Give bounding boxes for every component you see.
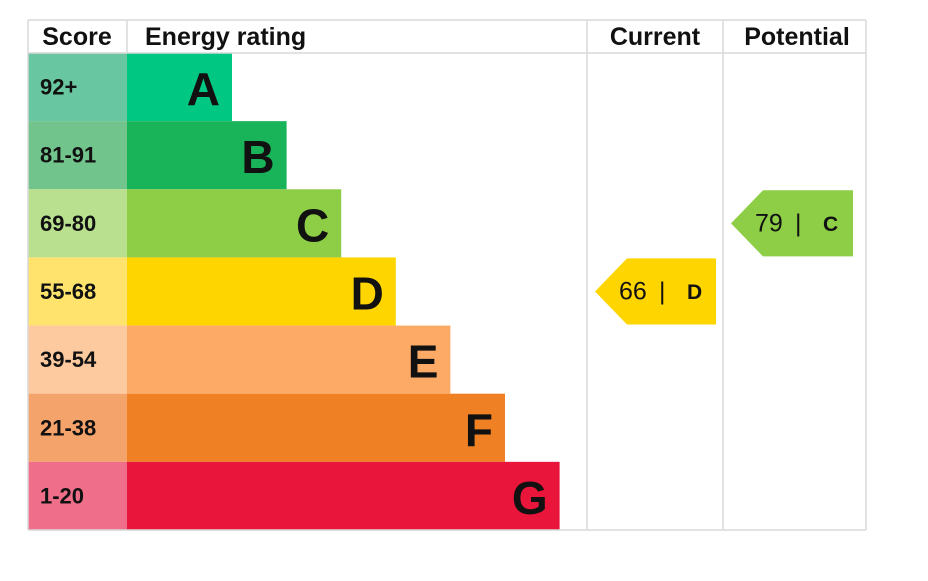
score-label: 21-38: [40, 415, 96, 440]
rating-bar: [127, 325, 451, 394]
current-band: D: [687, 281, 702, 304]
current-separator: |: [659, 277, 666, 305]
score-label: 39-54: [40, 347, 97, 372]
current-arrow: [595, 258, 716, 325]
potential-band: C: [823, 213, 838, 236]
rating-bar: [127, 393, 505, 462]
score-cell: [28, 189, 127, 258]
score-cell: [28, 393, 127, 462]
header-potential: Potential: [744, 23, 850, 51]
score-label: 69-80: [40, 211, 96, 236]
score-cell: [28, 257, 127, 326]
score-label: 55-68: [40, 279, 96, 304]
rating-bar: [127, 461, 560, 530]
potential-value: 79: [755, 209, 783, 237]
rating-bar: [127, 121, 287, 190]
band-letter: F: [465, 404, 493, 456]
band-letter: C: [296, 199, 329, 251]
header-current: Current: [610, 23, 701, 51]
header-score: Score: [42, 23, 112, 51]
potential-arrow: [731, 190, 853, 257]
rating-bar: [127, 257, 396, 326]
score-label: 1-20: [40, 483, 84, 508]
score-label: 81-91: [40, 143, 96, 168]
score-cell: [28, 121, 127, 190]
band-letter: E: [408, 336, 439, 388]
potential-separator: |: [795, 209, 802, 237]
header-rating: Energy rating: [145, 23, 306, 51]
current-value: 66: [619, 277, 647, 305]
band-letter: G: [512, 472, 548, 524]
band-letter: B: [241, 131, 274, 183]
rating-bar: [127, 53, 232, 122]
band-letter: D: [351, 267, 384, 319]
score-cell: [28, 325, 127, 394]
rating-bar: [127, 189, 342, 258]
score-cell: [28, 53, 127, 122]
score-label: 92+: [40, 75, 77, 100]
score-cell: [28, 461, 127, 530]
band-letter: A: [187, 63, 220, 115]
